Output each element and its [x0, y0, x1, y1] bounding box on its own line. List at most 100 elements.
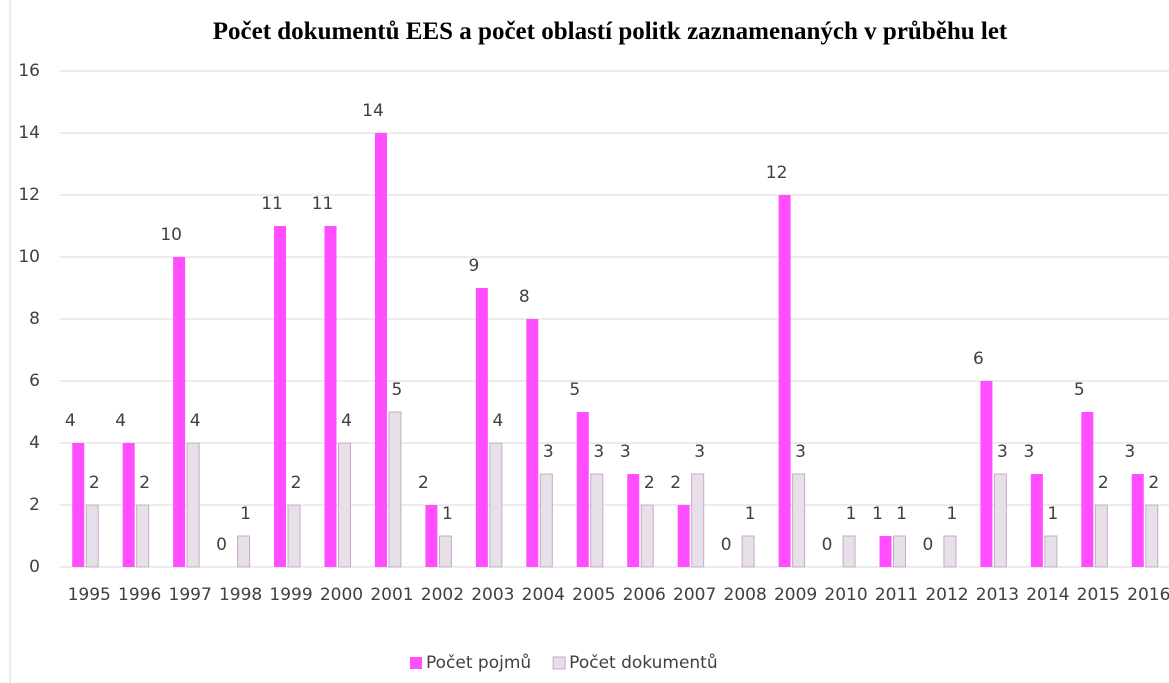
x-tick-label: 2011	[875, 585, 918, 605]
value-label: 2	[644, 473, 655, 493]
bar	[778, 195, 791, 567]
value-label: 4	[65, 411, 76, 431]
x-tick-label: 2014	[1026, 585, 1069, 605]
value-label: 11	[261, 194, 283, 214]
bar	[438, 535, 452, 568]
value-label: 5	[569, 380, 580, 400]
value-label: 1	[846, 504, 857, 524]
bar	[640, 504, 654, 568]
value-label: 1	[872, 504, 883, 524]
x-tick-label: 2008	[724, 585, 767, 605]
value-label: 5	[392, 380, 403, 400]
legend-label: Počet pojmů	[426, 653, 531, 673]
value-label: 1	[745, 504, 756, 524]
value-label: 1	[240, 504, 251, 524]
value-label: 5	[1074, 380, 1085, 400]
bar	[122, 443, 135, 567]
x-tick-label: 1999	[269, 585, 312, 605]
value-label: 2	[670, 473, 681, 493]
bar	[539, 473, 553, 568]
bar	[173, 257, 186, 567]
x-tick-label: 2007	[673, 585, 716, 605]
value-label: 1	[896, 504, 907, 524]
bar	[374, 133, 387, 567]
y-tick-label: 14	[18, 123, 40, 143]
bar	[1030, 474, 1043, 567]
value-label: 3	[593, 442, 604, 462]
value-label: 4	[492, 411, 503, 431]
x-tick-label: 2000	[320, 585, 363, 605]
x-tick-label: 2005	[572, 585, 615, 605]
value-label: 0	[216, 535, 227, 555]
bar	[1145, 504, 1159, 568]
y-tick-label: 12	[18, 185, 40, 205]
bar	[72, 443, 85, 567]
value-label: 2	[1148, 473, 1159, 493]
y-tick-label: 2	[29, 495, 40, 515]
x-tick-label: 2002	[421, 585, 464, 605]
value-label: 3	[997, 442, 1008, 462]
value-label: 12	[766, 163, 788, 183]
bar	[792, 473, 806, 568]
x-tick-label: 2013	[976, 585, 1019, 605]
x-tick-label: 2009	[774, 585, 817, 605]
y-tick-label: 16	[18, 61, 40, 81]
x-tick-label: 2015	[1077, 585, 1120, 605]
value-label: 9	[468, 256, 479, 276]
bar	[489, 442, 503, 568]
value-label: 1	[442, 504, 453, 524]
x-tick-label: 2001	[370, 585, 413, 605]
x-tick-label: 2006	[623, 585, 666, 605]
x-tick-label: 2003	[471, 585, 514, 605]
value-label: 4	[190, 411, 201, 431]
value-label: 0	[822, 535, 833, 555]
bar	[627, 474, 640, 567]
value-label: 6	[973, 349, 984, 369]
value-label: 4	[341, 411, 352, 431]
value-label: 4	[115, 411, 126, 431]
x-tick-label: 1995	[68, 585, 111, 605]
bar	[943, 535, 957, 568]
legend-label: Počet dokumentů	[569, 653, 717, 673]
y-tick-label: 6	[29, 371, 40, 391]
x-tick-label: 2004	[522, 585, 565, 605]
bar	[741, 535, 755, 568]
bar	[274, 226, 287, 567]
bar	[893, 535, 906, 568]
value-label: 2	[291, 473, 302, 493]
x-tick-label: 1997	[169, 585, 212, 605]
bar	[980, 381, 993, 567]
bar	[136, 504, 150, 568]
value-label: 14	[362, 101, 384, 121]
value-label: 3	[543, 442, 554, 462]
bar	[526, 319, 539, 567]
value-label: 3	[620, 442, 631, 462]
y-tick-label: 8	[29, 309, 40, 329]
y-tick-label: 0	[29, 557, 40, 577]
bar	[338, 442, 351, 568]
legend-swatch	[410, 657, 422, 669]
bar	[475, 288, 488, 567]
bar	[691, 473, 705, 568]
bar	[576, 412, 589, 567]
value-label: 2	[1098, 473, 1109, 493]
value-label: 8	[519, 287, 530, 307]
bar	[324, 226, 337, 567]
value-label: 0	[721, 535, 732, 555]
bar	[677, 505, 690, 567]
value-label: 3	[1023, 442, 1034, 462]
value-label: 2	[139, 473, 150, 493]
bar	[993, 473, 1007, 568]
y-tick-label: 10	[18, 247, 40, 267]
value-label: 3	[1124, 442, 1135, 462]
x-tick-label: 2010	[824, 585, 867, 605]
value-label: 3	[694, 442, 705, 462]
bar	[1081, 412, 1094, 567]
bar	[842, 535, 856, 568]
bar	[1094, 504, 1108, 568]
chart-title: Počet dokumentů EES a počet oblastí poli…	[212, 18, 1008, 45]
value-label: 1	[947, 504, 958, 524]
bar	[1044, 535, 1058, 568]
